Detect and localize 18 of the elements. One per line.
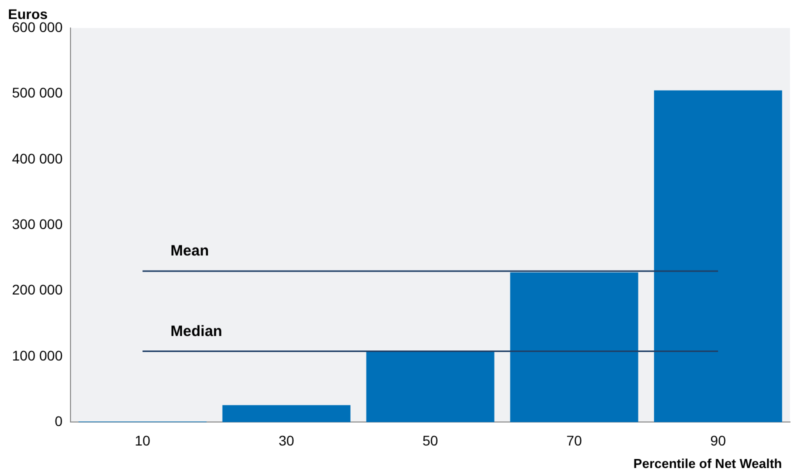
- x-tick-label: 90: [710, 432, 726, 448]
- ref-line-label: Mean: [170, 242, 209, 260]
- x-tick-label: 30: [278, 432, 294, 448]
- bar: [510, 272, 638, 422]
- y-tick-label: 400 000: [12, 150, 63, 166]
- ref-line-label: Median: [170, 322, 222, 340]
- x-tick-label: 70: [566, 432, 582, 448]
- bar: [366, 351, 494, 422]
- y-tick-label: 500 000: [12, 84, 63, 101]
- x-tick-label: 10: [134, 432, 151, 448]
- y-tick-label: 200 000: [12, 282, 63, 298]
- x-axis-title: Percentile of Net Wealth: [633, 456, 782, 471]
- y-tick-label: 0: [54, 413, 63, 430]
- bar: [654, 90, 782, 422]
- bar: [222, 405, 350, 422]
- y-tick-label: 100 000: [12, 347, 63, 364]
- x-tick-label: 50: [422, 432, 438, 448]
- y-tick-label: 300 000: [12, 216, 63, 232]
